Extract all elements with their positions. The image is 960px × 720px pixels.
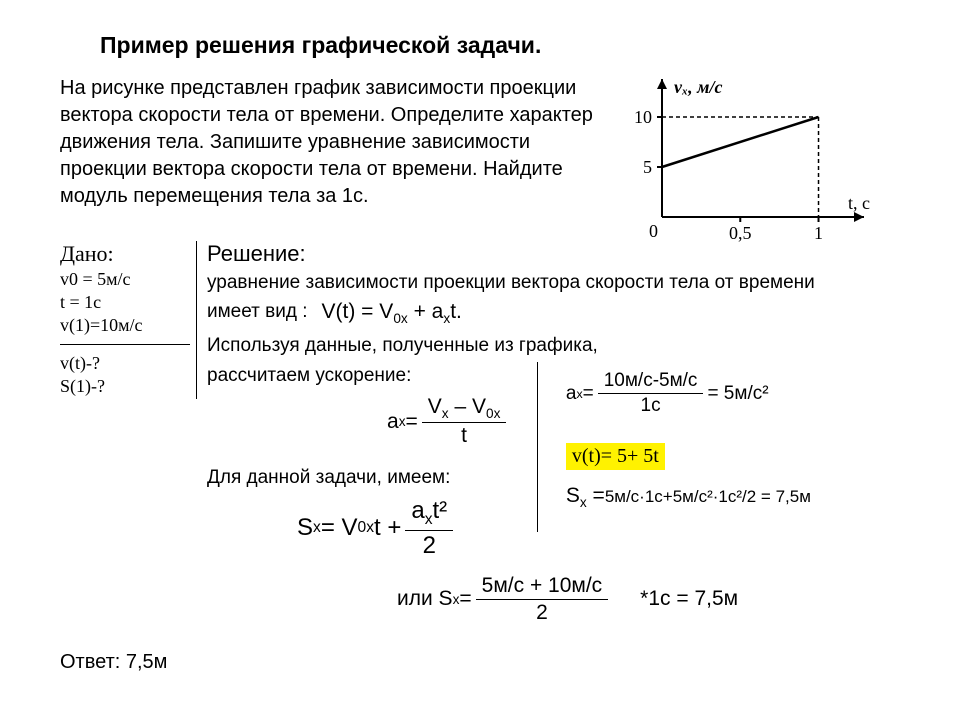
eq-part: t bbox=[455, 423, 473, 448]
svg-text:0: 0 bbox=[649, 221, 658, 241]
answer: Ответ: 7,5м bbox=[60, 651, 920, 674]
problem-row: На рисунке представлен график зависимост… bbox=[60, 75, 920, 249]
eq-part: + a bbox=[408, 300, 444, 323]
given-solution-block: Дано: v0 = 5м/с t = 1с v(1)=10м/с v(t)-?… bbox=[60, 241, 920, 631]
given-heading: Дано: bbox=[60, 241, 190, 267]
velocity-result-highlight: v(t)= 5+ 5t bbox=[566, 443, 665, 470]
page-title: Пример решения графической задачи. bbox=[100, 32, 920, 59]
given-line: v0 = 5м/с bbox=[60, 269, 190, 290]
velocity-equation: V(t) = V0x + axt. bbox=[322, 298, 462, 328]
eq-sub: x bbox=[580, 496, 587, 511]
eq-part: = bbox=[459, 587, 471, 611]
given-line: v(1)=10м/с bbox=[60, 315, 190, 336]
eq-sub: x bbox=[313, 519, 321, 537]
eq-sub: x bbox=[453, 592, 460, 607]
eq-part: = bbox=[587, 484, 605, 507]
find-line: S(1)-? bbox=[60, 376, 190, 397]
given-divider bbox=[60, 344, 190, 345]
eq-part: = V bbox=[321, 514, 358, 542]
solution-heading: Решение: bbox=[207, 241, 920, 267]
eq-sub: 0x bbox=[393, 311, 407, 326]
eq-sub: 0x bbox=[486, 406, 500, 421]
displacement-calc: Sx = 5м/с·1с+5м/с²·1с²/2 = 7,5м bbox=[566, 484, 811, 510]
eq-part: = 5м/с² bbox=[707, 383, 768, 405]
velocity-chart: 5 10 0 0,5 1 vₓ, м/с t, с bbox=[620, 69, 890, 249]
svg-text:vₓ, м/с: vₓ, м/с bbox=[674, 77, 722, 97]
eq-part: 5м/с·1с+5м/с²·1с²/2 = 7,5м bbox=[605, 487, 811, 507]
eq-sub: x bbox=[425, 511, 433, 528]
svg-text:5: 5 bbox=[643, 157, 652, 177]
eq-lhs: V(t) = bbox=[322, 300, 374, 323]
eq-part: V bbox=[379, 300, 393, 323]
eq-part: S bbox=[566, 484, 580, 507]
eq-part: = bbox=[583, 383, 594, 405]
eq-part: t² bbox=[433, 497, 448, 524]
eq-part: t. bbox=[450, 300, 462, 323]
eq-part: a bbox=[411, 497, 424, 524]
acceleration-calc: ax = 10м/с-5м/с 1с = 5м/с² bbox=[566, 370, 811, 417]
eq-part: 2 bbox=[417, 531, 442, 560]
eq-part: 1с bbox=[635, 394, 667, 417]
solution-text: Для данной задачи, имеем: bbox=[207, 466, 510, 491]
displacement-alt: или Sx = 5м/с + 10м/с 2 *1с = 7,5м bbox=[397, 574, 920, 625]
eq-form-label: имеет вид : bbox=[207, 300, 308, 325]
find-line: v(t)-? bbox=[60, 353, 190, 374]
eq-part: S bbox=[297, 514, 313, 542]
eq-part: 2 bbox=[530, 600, 554, 625]
given-line: t = 1с bbox=[60, 292, 190, 313]
eq-part: = bbox=[406, 410, 418, 434]
eq-part: 5м/с + 10м/с bbox=[476, 574, 609, 600]
eq-sub: x bbox=[442, 406, 449, 421]
svg-text:10: 10 bbox=[634, 107, 652, 127]
eq-sub: 0x bbox=[358, 519, 374, 537]
eq-part: a bbox=[387, 410, 399, 434]
eq-part: – V bbox=[449, 395, 486, 418]
eq-part: V bbox=[428, 395, 442, 418]
eq-part: a bbox=[566, 383, 577, 405]
eq-part: t + bbox=[374, 514, 401, 542]
solution-text: уравнение зависимости проекции вектора с… bbox=[207, 271, 920, 296]
svg-text:t, с: t, с bbox=[848, 193, 870, 213]
problem-statement: На рисунке представлен график зависимост… bbox=[60, 75, 610, 210]
eq-sub: x bbox=[399, 414, 406, 429]
solution-text: имеет вид : V(t) = V0x + axt. bbox=[207, 298, 920, 328]
displacement-formula: Sx = V0xt + axt² 2 bbox=[297, 497, 510, 560]
fraction: axt² 2 bbox=[405, 497, 453, 560]
svg-text:1: 1 bbox=[814, 223, 823, 243]
given-column: Дано: v0 = 5м/с t = 1с v(1)=10м/с v(t)-?… bbox=[60, 241, 197, 399]
eq-part: *1с = 7,5м bbox=[640, 587, 738, 611]
eq-part: 10м/с-5м/с bbox=[598, 370, 704, 394]
acceleration-formula: ax = Vx – V0x t bbox=[387, 395, 510, 448]
svg-text:0,5: 0,5 bbox=[729, 223, 752, 243]
fraction: 10м/с-5м/с 1с bbox=[598, 370, 704, 417]
solution-text: рассчитаем ускорение: bbox=[207, 364, 510, 389]
fraction: 5м/с + 10м/с 2 bbox=[476, 574, 609, 625]
fraction: Vx – V0x t bbox=[422, 395, 507, 448]
solution-column: Решение: уравнение зависимости проекции … bbox=[197, 241, 920, 631]
eq-part: или S bbox=[397, 587, 453, 611]
solution-text: Используя данные, полученные из графика, bbox=[207, 334, 920, 359]
